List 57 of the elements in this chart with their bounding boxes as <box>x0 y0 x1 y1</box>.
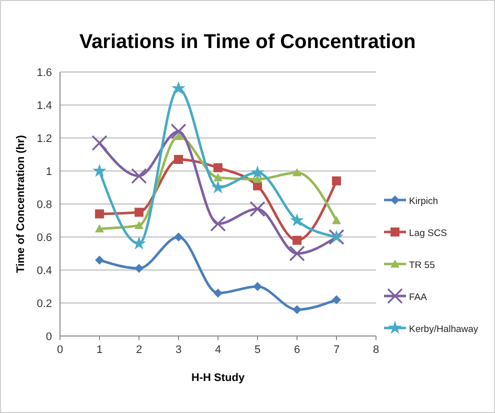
y-tick-label: 1.2 <box>36 133 52 145</box>
point <box>253 174 262 183</box>
point <box>131 168 147 184</box>
y-tick-label: 0.6 <box>36 232 52 244</box>
point <box>250 165 264 179</box>
point <box>292 168 302 176</box>
point <box>170 124 186 140</box>
point <box>250 201 266 217</box>
x-tick-label: 2 <box>136 344 142 356</box>
point <box>174 132 183 140</box>
x-tick-label: 1 <box>96 344 103 356</box>
y-tick-label: 1.6 <box>36 67 52 79</box>
y-tick-label: 0 <box>46 331 52 343</box>
y-tick-label: 0.8 <box>36 199 52 211</box>
point <box>253 282 262 291</box>
y-tick-label: 0.4 <box>36 265 52 277</box>
legend-label: Lag SCS <box>409 228 448 239</box>
point <box>172 81 186 94</box>
x-tick-label: 6 <box>294 344 300 356</box>
legend-label: Kirpich <box>409 196 438 207</box>
chart-title: Variations in Time of Concentration <box>79 31 416 53</box>
point <box>95 224 104 232</box>
point <box>332 295 341 304</box>
point <box>174 154 183 164</box>
point <box>214 163 222 172</box>
point <box>134 220 144 230</box>
x-tick-label: 8 <box>372 344 380 356</box>
legend-label: TR 55 <box>409 260 435 271</box>
point <box>332 176 341 186</box>
point <box>95 209 104 218</box>
x-tick-label: 7 <box>333 344 340 356</box>
point <box>214 288 222 298</box>
point <box>292 305 302 314</box>
point <box>290 213 304 226</box>
point <box>95 256 104 265</box>
point <box>134 264 144 273</box>
point <box>211 180 225 194</box>
point <box>292 236 302 245</box>
x-tick-label: 5 <box>254 344 261 356</box>
x-tick-label: 3 <box>175 344 182 356</box>
y-tick-label: 0.2 <box>36 298 52 310</box>
legend-label: FAA <box>409 292 428 303</box>
point <box>210 216 226 232</box>
y-tick-label: 1 <box>46 166 52 178</box>
x-tick-label: 4 <box>214 344 222 356</box>
point <box>289 246 305 262</box>
y-axis-title: Time of Concentration (hr) <box>15 134 27 273</box>
point <box>214 173 222 182</box>
x-axis-title: H-H Study <box>191 372 246 384</box>
point <box>92 164 106 177</box>
legend-label: Kerby/Halhaway <box>409 324 478 335</box>
y-tick-label: 1.4 <box>36 100 52 112</box>
point <box>332 216 341 224</box>
point <box>92 135 108 151</box>
point <box>134 208 144 217</box>
point <box>174 232 183 242</box>
x-tick-label: 0 <box>56 344 64 356</box>
